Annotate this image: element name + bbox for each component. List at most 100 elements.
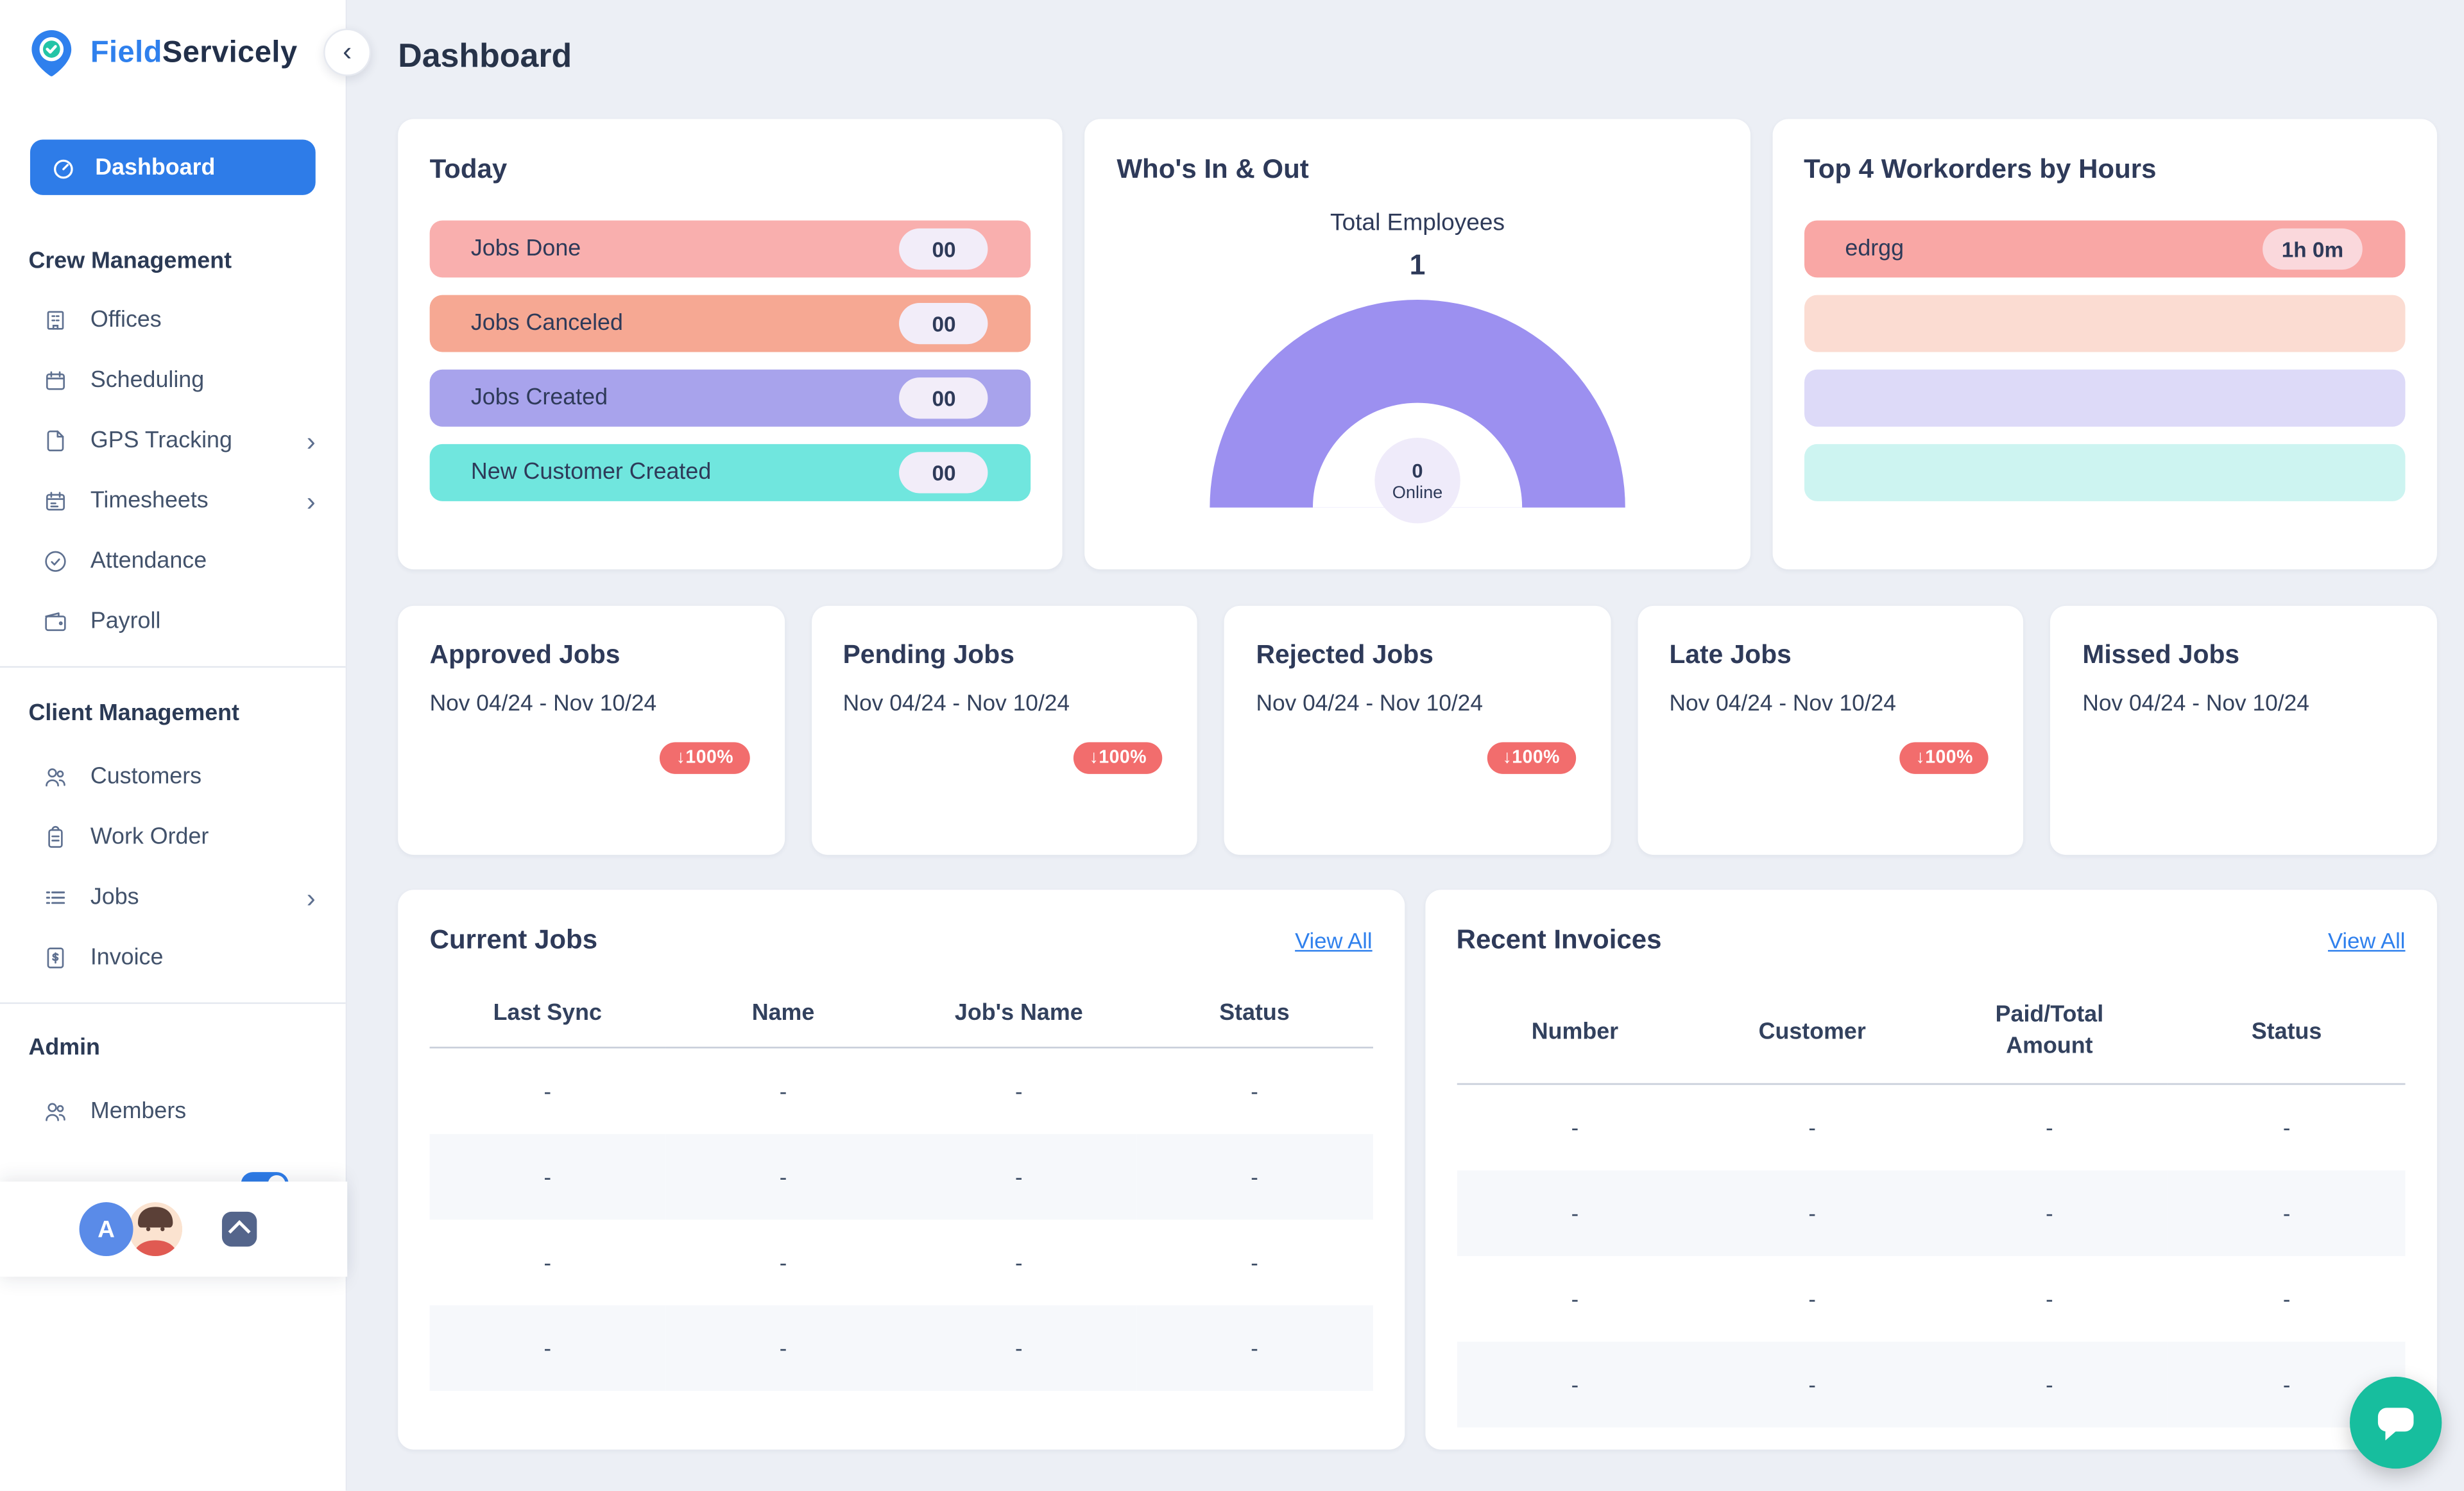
sidebar-item-label: Attendance [90, 548, 207, 574]
sidebar-item-customers[interactable]: Customers [0, 747, 346, 807]
employees-gauge: 0 Online [1210, 300, 1625, 524]
avatar-letter: A [98, 1216, 115, 1243]
card-title: Top 4 Workorders by Hours [1804, 153, 2157, 184]
table-cell: - [1014, 1335, 1023, 1361]
view-all-link[interactable]: View All [1295, 927, 1373, 954]
stat-label: Jobs Done [470, 236, 581, 262]
avatar[interactable]: A [79, 1202, 133, 1257]
current-jobs-table: Last Sync Name Job's Name Status - - - - [429, 994, 1373, 1392]
sidebar-item-payroll[interactable]: Payroll [0, 592, 346, 652]
sidebar-collapse-button[interactable]: ‹ [323, 28, 372, 76]
view-all-link[interactable]: View All [2327, 927, 2406, 954]
sidebar-item-work-order[interactable]: Work Order [0, 807, 346, 868]
column-header-status: Status [1136, 994, 1373, 1049]
sidebar-item-timesheets[interactable]: Timesheets › [0, 471, 346, 531]
weekly-stats-row: Approved Jobs Nov 04/24 - Nov 10/24 ↓100… [398, 605, 2437, 855]
expand-user-menu-button[interactable] [221, 1211, 257, 1247]
table-header-row: Number Customer Paid/Total Amount Status [1456, 994, 2406, 1085]
sidebar: FieldServicely ‹ Dashboard Crew Manageme… [0, 0, 372, 1491]
brand-name: FieldServicely [90, 36, 298, 71]
wallet-icon [45, 612, 66, 632]
user-avatar-photo[interactable] [128, 1202, 183, 1257]
workorders-list: edrgg 1h 0m [1804, 220, 2406, 501]
stat-card-date-range: Nov 04/24 - Nov 10/24 [2082, 691, 2309, 717]
calendar-icon [46, 371, 65, 390]
members-icon [46, 1103, 65, 1121]
trend-down-badge: ↓100% [660, 742, 749, 774]
chat-launcher-button[interactable] [2350, 1376, 2442, 1469]
column-header-jobs-name: Job's Name [901, 994, 1137, 1049]
stat-row-new-customer-created: New Customer Created 00 [429, 444, 1031, 501]
table-header-row: Last Sync Name Job's Name Status [429, 994, 1373, 1049]
timesheet-icon [46, 492, 65, 511]
trend-down-badge: ↓100% [1899, 742, 1989, 774]
table-cell: - [543, 1078, 552, 1104]
column-header-last-sync: Last Sync [429, 994, 665, 1049]
sidebar-item-label: Invoice [90, 945, 164, 971]
chat-bubble-icon [2377, 1408, 2414, 1441]
chevron-up-icon [228, 1220, 251, 1243]
table-cell: - [1571, 1115, 1579, 1141]
trend-down-badge: ↓100% [1073, 742, 1163, 774]
stat-row-jobs-done: Jobs Done 00 [429, 220, 1031, 278]
stat-label: Jobs Canceled [470, 311, 623, 336]
sidebar-item-invoice[interactable]: Invoice [0, 928, 346, 988]
card-title: Recent Invoices [1456, 924, 1662, 955]
current-jobs-card: Current Jobs View All Last Sync Name Job… [398, 890, 1405, 1450]
table-cell: - [1571, 1372, 1579, 1398]
online-value: 0 [1412, 459, 1423, 481]
stat-value-badge: 00 [899, 452, 989, 494]
card-title: Who's In & Out [1116, 153, 1309, 184]
table-cell: - [1808, 1115, 1816, 1141]
online-label: Online [1392, 483, 1443, 503]
brand-logo[interactable]: FieldServicely [0, 0, 346, 80]
total-employees-label: Total Employees [1330, 209, 1505, 237]
sidebar-item-members[interactable]: Members [0, 1082, 346, 1142]
stat-card-title: Missed Jobs [2082, 641, 2240, 669]
table-cell: - [2046, 1372, 2053, 1398]
table-cell: - [1014, 1078, 1023, 1104]
sidebar-item-label: Members [90, 1099, 187, 1125]
sidebar-item-jobs[interactable]: Jobs › [0, 868, 346, 928]
table-row: - - - - [430, 1047, 1373, 1134]
sidebar-item-gps-tracking[interactable]: GPS Tracking › [0, 411, 346, 471]
page-title: Dashboard [398, 38, 572, 75]
whos-in-out-card: Who's In & Out Total Employees 1 0 Onlin… [1084, 119, 1750, 570]
table-cell: - [1251, 1164, 1258, 1190]
sidebar-item-scheduling[interactable]: Scheduling [0, 350, 346, 411]
tables-row: Current Jobs View All Last Sync Name Job… [398, 890, 2437, 1450]
table-cell: - [2282, 1200, 2291, 1227]
table-row: - - - - [429, 1305, 1373, 1392]
table-cell: - [1251, 1335, 1258, 1361]
card-title: Current Jobs [429, 924, 598, 955]
column-header-paid-total-amount: Paid/Total Amount [1931, 994, 2168, 1085]
table-cell: - [779, 1335, 787, 1361]
section-title-client-management: Client Management [28, 701, 239, 727]
sidebar-item-attendance[interactable]: Attendance [0, 531, 346, 592]
table-cell: - [1251, 1078, 1258, 1104]
sidebar-item-offices[interactable]: Offices [0, 290, 346, 350]
sidebar-item-label: Jobs [90, 884, 139, 911]
column-header-status: Status [2168, 994, 2406, 1085]
section-title-admin: Admin [28, 1035, 100, 1062]
table-cell: - [1014, 1164, 1023, 1190]
table-cell: - [779, 1078, 787, 1104]
today-stats: Jobs Done 00 Jobs Canceled 00 Jobs Creat… [429, 220, 1031, 501]
table-cell: - [1808, 1372, 1816, 1398]
collapse-chevron-icon: ‹ [343, 35, 352, 66]
stat-card-date-range: Nov 04/24 - Nov 10/24 [429, 691, 657, 717]
table-cell: - [543, 1164, 552, 1190]
sidebar-item-dashboard[interactable]: Dashboard [30, 139, 316, 195]
sidebar-item-label: GPS Tracking [90, 428, 232, 454]
user-bar: A [0, 1181, 348, 1277]
workorder-row [1804, 369, 2406, 427]
brand-name-primary: Field [90, 35, 162, 69]
stat-card-pending-jobs: Pending Jobs Nov 04/24 - Nov 10/24 ↓100% [811, 605, 1198, 855]
employees-gauge-block: Total Employees 1 0 Online [1116, 209, 1718, 524]
stat-card-rejected-jobs: Rejected Jobs Nov 04/24 - Nov 10/24 ↓100… [1224, 605, 1611, 855]
person-avatar-icon [128, 1202, 183, 1257]
today-card: Today Jobs Done 00 Jobs Canceled 00 Jobs… [398, 119, 1063, 570]
workorder-row: edrgg 1h 0m [1804, 220, 2406, 278]
table-cell: - [1014, 1250, 1023, 1275]
